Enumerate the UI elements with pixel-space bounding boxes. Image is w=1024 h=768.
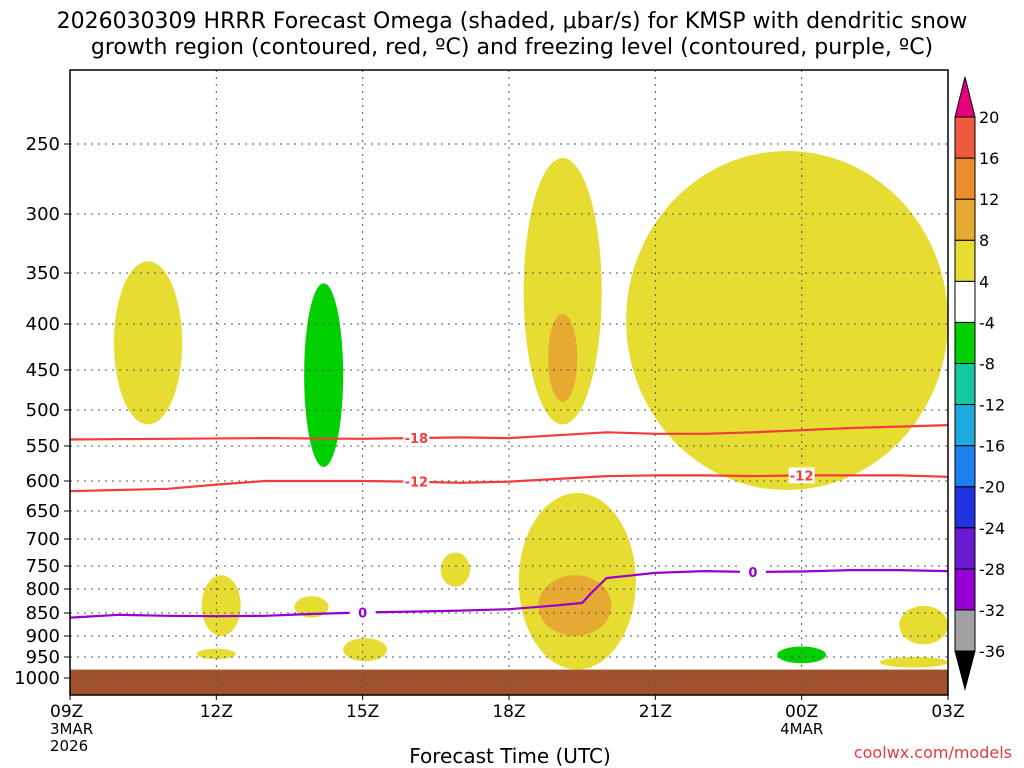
contour-label-bg--12-0	[403, 473, 430, 490]
colorbar-box-8	[954, 198, 976, 241]
contour-label-bg-0-0	[349, 604, 376, 621]
colorbar-box-4	[954, 239, 976, 282]
contour-line--18	[69, 424, 949, 441]
x-tick-label-12Z: 12Z	[200, 702, 233, 722]
x-tick-label-03Z: 03Z	[931, 702, 964, 722]
y-tick-label-450: 450	[26, 360, 60, 381]
contour-line-0	[69, 569, 949, 619]
y-tick-label-350: 350	[26, 263, 60, 284]
colorbar-box-12	[954, 157, 976, 200]
y-tick-label-300: 300	[26, 204, 60, 225]
chart-title-line1: 2026030309 HRRR Forecast Omega (shaded, …	[57, 9, 968, 34]
omega-colorbar: -36 -32 -28 -24 -20 -16 -12 -8 -4 4 8 12 16 20	[954, 76, 1005, 691]
omega-region-yellow-8	[899, 605, 948, 645]
x-tick-label-09Z: 09Z	[50, 702, 83, 722]
y-tick-label-600: 600	[26, 471, 60, 492]
contour-label--12-1: -12	[790, 469, 814, 484]
y-tick-label-1000: 1000	[14, 668, 60, 689]
omega-region-green-low	[777, 646, 827, 664]
contour-label-bg-0-1	[739, 563, 766, 580]
colorbar-label-20: 20	[979, 108, 999, 127]
colorbar-label-8: 8	[979, 231, 989, 250]
colorbar-label--4: -4	[979, 313, 995, 332]
colorbar-label--12: -12	[979, 396, 1005, 415]
colorbar-box--12	[954, 362, 976, 406]
contour-label-bg--18-0	[403, 430, 430, 447]
x-tick-label-00Z: 00Z	[785, 702, 818, 722]
colorbar-label--36: -36	[979, 642, 1005, 661]
contour-line--12	[69, 474, 949, 493]
contour-label--12-0: -12	[405, 476, 429, 491]
omega-region-yellow-10	[196, 648, 236, 660]
colorbar-box--28	[954, 527, 976, 570]
x-tick-label-21Z: 21Z	[639, 702, 672, 722]
colorbar-label--16: -16	[979, 437, 1005, 456]
colorbar-label--24: -24	[979, 519, 1005, 538]
credit-text: coolwx.com/models	[854, 743, 1012, 762]
colorbar-label--28: -28	[979, 560, 1005, 579]
y-tick-label-950: 950	[26, 647, 60, 668]
y-tick-label-850: 850	[26, 603, 60, 624]
x-tick-sublabel2-09Z: 2026	[50, 737, 88, 755]
colorbar-box-16	[954, 116, 976, 159]
colorbar-label-16: 16	[979, 149, 999, 168]
contour-label-0-0: 0	[358, 607, 367, 622]
colorbar-box--36	[954, 609, 976, 652]
x-tick-sublabel-00Z: 4MAR	[780, 720, 823, 738]
chart-title-line2: growth region (contoured, red, ºC) and f…	[91, 35, 933, 60]
colorbar-label--32: -32	[979, 601, 1005, 620]
colorbar-label--20: -20	[979, 478, 1005, 497]
colorbar-arrow-high	[954, 76, 976, 118]
y-tick-label-500: 500	[26, 400, 60, 421]
colorbar-box--32	[954, 568, 976, 611]
omega-region-yellow-2	[626, 151, 948, 490]
x-axis-label: Forecast Time (UTC)	[409, 744, 611, 768]
colorbar-box--4	[954, 280, 976, 323]
colorbar-arrow-low	[954, 650, 976, 691]
colorbar-box--16	[954, 404, 976, 447]
colorbar-label--8: -8	[979, 354, 995, 373]
omega-shaded-regions	[113, 151, 948, 670]
omega-region-warm-yellow	[113, 261, 183, 425]
omega-region-yellow-9	[879, 657, 948, 668]
y-axis-ticks: 2503003504004505005506006507007508008509…	[14, 134, 70, 689]
contour-lines: -18 -12 -12 0 0	[69, 424, 949, 622]
omega-region-yellow-6	[343, 638, 388, 662]
colorbar-box--24	[954, 486, 976, 529]
y-tick-label-550: 550	[26, 436, 60, 457]
y-tick-label-800: 800	[26, 579, 60, 600]
contour-label-bg--12-1	[788, 467, 815, 484]
y-tick-label-750: 750	[26, 556, 60, 577]
colorbar-label-12: 12	[979, 190, 999, 209]
omega-region-yellow-7	[440, 552, 470, 587]
contour-label-0-1: 0	[748, 566, 757, 581]
x-tick-sublabel-09Z: 3MAR	[50, 720, 93, 738]
y-tick-label-900: 900	[26, 626, 60, 647]
colorbar-box--8	[954, 321, 976, 364]
omega-region-yellow-4	[201, 575, 241, 636]
contour-label--18-0: -18	[405, 432, 429, 447]
omega-region-yellow-1	[523, 158, 602, 425]
omega-region-green-upward	[304, 283, 344, 467]
omega-region-orange-1	[548, 313, 578, 402]
x-tick-label-18Z: 18Z	[492, 702, 525, 722]
y-tick-label-650: 650	[26, 501, 60, 522]
y-tick-label-700: 700	[26, 529, 60, 550]
omega-region-yellow-5	[294, 596, 329, 618]
colorbar-label-4: 4	[979, 272, 989, 291]
y-tick-label-400: 400	[26, 314, 60, 335]
x-tick-label-15Z: 15Z	[346, 702, 379, 722]
y-tick-label-250: 250	[26, 134, 60, 155]
colorbar-box--20	[954, 445, 976, 488]
